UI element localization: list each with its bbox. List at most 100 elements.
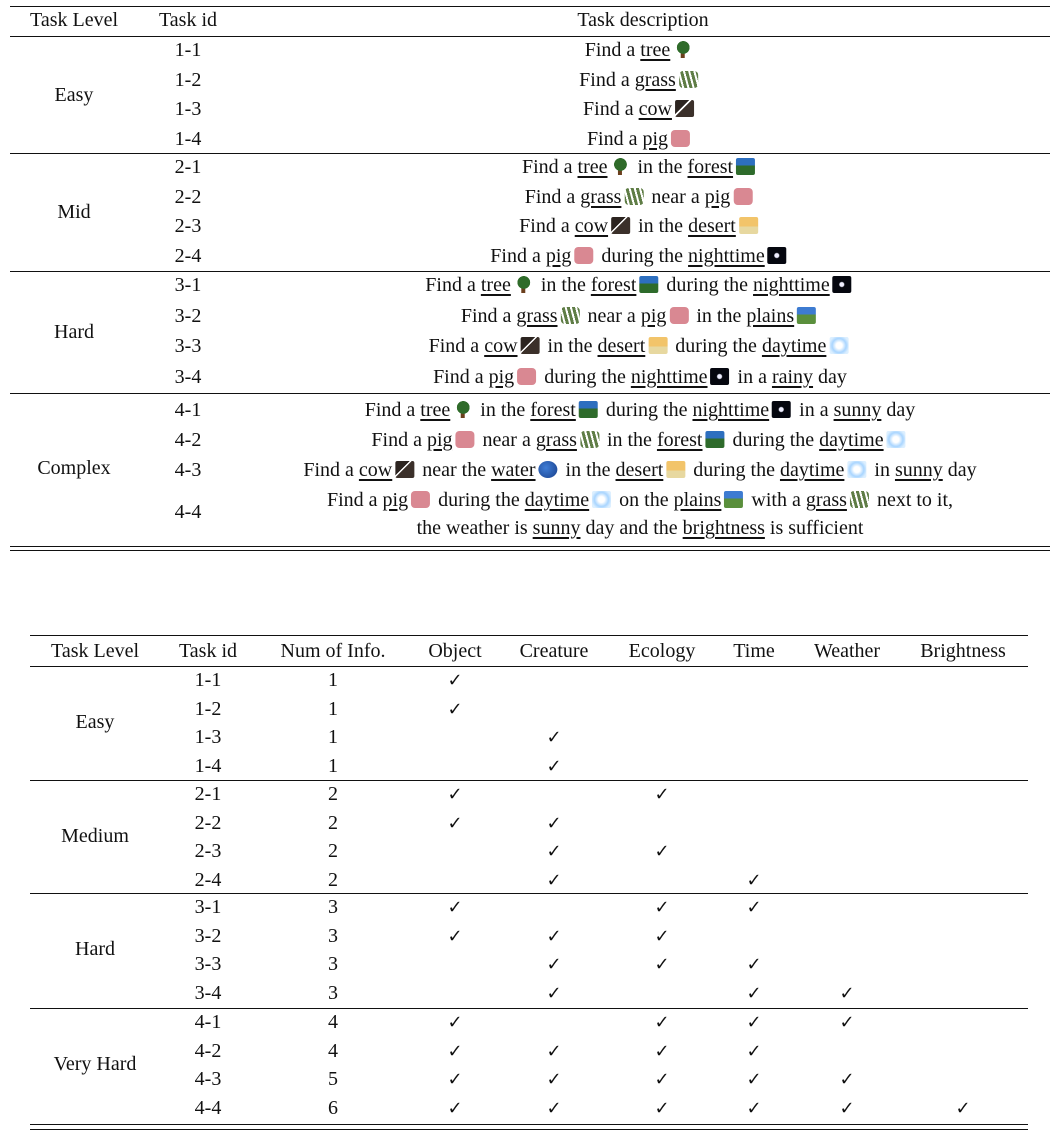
task-id: 2-3 <box>174 215 202 237</box>
description-text: with a <box>746 489 806 511</box>
cow-icon <box>611 217 631 234</box>
task-level-label: Easy <box>54 84 94 106</box>
description-text: in the <box>633 215 689 237</box>
num-of-info: 4 <box>328 1011 338 1033</box>
task-description-line2: the weather is sunny day and the brightn… <box>417 515 864 541</box>
task-id: 2-2 <box>194 811 222 834</box>
check-mark: ✓ <box>447 784 463 805</box>
column-header: Task description <box>577 9 709 31</box>
grass-icon <box>560 306 580 324</box>
day-icon <box>847 461 867 478</box>
num-of-info: 3 <box>328 953 338 975</box>
table-rule <box>10 6 1050 7</box>
task-level-label: Hard <box>54 321 94 343</box>
check-mark: ✓ <box>746 1069 762 1090</box>
underlined-keyword: daytime <box>524 489 590 511</box>
description-text: Find a <box>579 68 635 91</box>
desert-icon <box>648 337 668 354</box>
underlined-keyword: nighttime <box>692 399 770 421</box>
check-mark: ✓ <box>546 727 562 748</box>
check-mark: ✓ <box>447 897 463 918</box>
underlined-keyword: tree <box>420 399 451 421</box>
underlined-keyword: nighttime <box>753 274 830 296</box>
description-text: in the <box>475 399 531 421</box>
task-id: 3-2 <box>194 924 222 947</box>
task-description: Find a pig near a grass in the forest du… <box>371 427 908 453</box>
tree-icon <box>673 41 693 58</box>
description-text: near a <box>646 185 705 208</box>
num-of-info: 2 <box>328 840 338 862</box>
num-of-info: 5 <box>328 1068 338 1090</box>
task-id: 1-1 <box>174 39 202 61</box>
check-mark: ✓ <box>654 1040 670 1062</box>
description-text: in the <box>691 304 747 327</box>
underlined-keyword: grass <box>535 429 577 451</box>
check-mark: ✓ <box>546 1069 562 1090</box>
description-text: day <box>813 365 847 388</box>
check-mark: ✓ <box>654 841 670 862</box>
description-text: next to it, <box>871 489 954 511</box>
table-rule <box>10 271 1050 272</box>
cow-icon <box>395 461 415 478</box>
task-id: 1-4 <box>194 754 222 777</box>
task-id: 1-1 <box>194 669 222 691</box>
task-level-label: Very Hard <box>53 1053 137 1075</box>
description-text: on the <box>614 489 674 511</box>
task-id: 4-2 <box>174 429 202 451</box>
task-description: Find a grass <box>579 67 701 93</box>
check-mark: ✓ <box>546 841 562 862</box>
task-description: Find a grass near a pig <box>525 184 756 210</box>
check-mark: ✓ <box>654 1069 670 1090</box>
task-level-label: Mid <box>57 201 91 223</box>
tree-icon <box>610 158 630 175</box>
pig-icon <box>574 246 594 264</box>
underlined-keyword: cow <box>574 215 609 237</box>
grass-icon <box>678 70 698 88</box>
description-text: Find a <box>519 215 575 237</box>
forest-icon <box>639 276 659 293</box>
task-description: Find a pig <box>587 126 693 152</box>
description-text: Find a <box>428 335 485 357</box>
task-id: 4-1 <box>194 1011 222 1033</box>
task-description: Find a pig during the nighttime in a rai… <box>433 364 847 390</box>
task-description: Find a cow in the desert <box>519 213 761 239</box>
check-mark: ✓ <box>447 1040 463 1062</box>
column-header: Num of Info. <box>280 640 386 662</box>
check-mark: ✓ <box>746 1012 762 1033</box>
task-description: Find a pig during the nighttime <box>490 243 789 269</box>
task-id: 3-3 <box>194 953 222 975</box>
task-id: 1-4 <box>174 127 202 150</box>
underlined-keyword: pig <box>426 429 453 451</box>
task-id: 1-2 <box>194 697 222 720</box>
task-level-label: Easy <box>75 711 115 733</box>
task-description: Find a cow near the water in the desert … <box>303 457 976 483</box>
task-level-label: Complex <box>37 457 111 479</box>
description-text: during the <box>670 335 762 357</box>
check-mark: ✓ <box>447 670 463 691</box>
underlined-keyword: desert <box>688 215 736 237</box>
check-mark: ✓ <box>546 812 562 834</box>
underlined-keyword: pig <box>545 244 572 267</box>
desert-icon <box>666 461 686 478</box>
grass-icon <box>849 491 869 508</box>
day-icon <box>886 431 906 448</box>
description-text: in the <box>535 274 591 296</box>
pig-icon <box>733 187 753 205</box>
underlined-keyword: grass <box>805 489 847 511</box>
table-rule <box>30 1008 1028 1009</box>
underlined-keyword: brightness <box>682 517 765 539</box>
check-mark: ✓ <box>746 869 762 891</box>
check-mark: ✓ <box>955 1097 971 1119</box>
pig-icon <box>455 431 475 448</box>
pig-icon <box>517 367 537 385</box>
description-text: in a <box>732 365 772 388</box>
description-text: in the <box>542 335 598 357</box>
description-text: near a <box>582 304 641 327</box>
pig-icon <box>411 491 431 508</box>
task-level-label: Hard <box>75 938 115 960</box>
check-mark: ✓ <box>654 1097 670 1119</box>
check-mark: ✓ <box>746 982 762 1004</box>
night-icon <box>767 246 787 264</box>
underlined-keyword: forest <box>590 274 637 296</box>
task-description: Find a tree in the forest during the nig… <box>365 397 916 423</box>
